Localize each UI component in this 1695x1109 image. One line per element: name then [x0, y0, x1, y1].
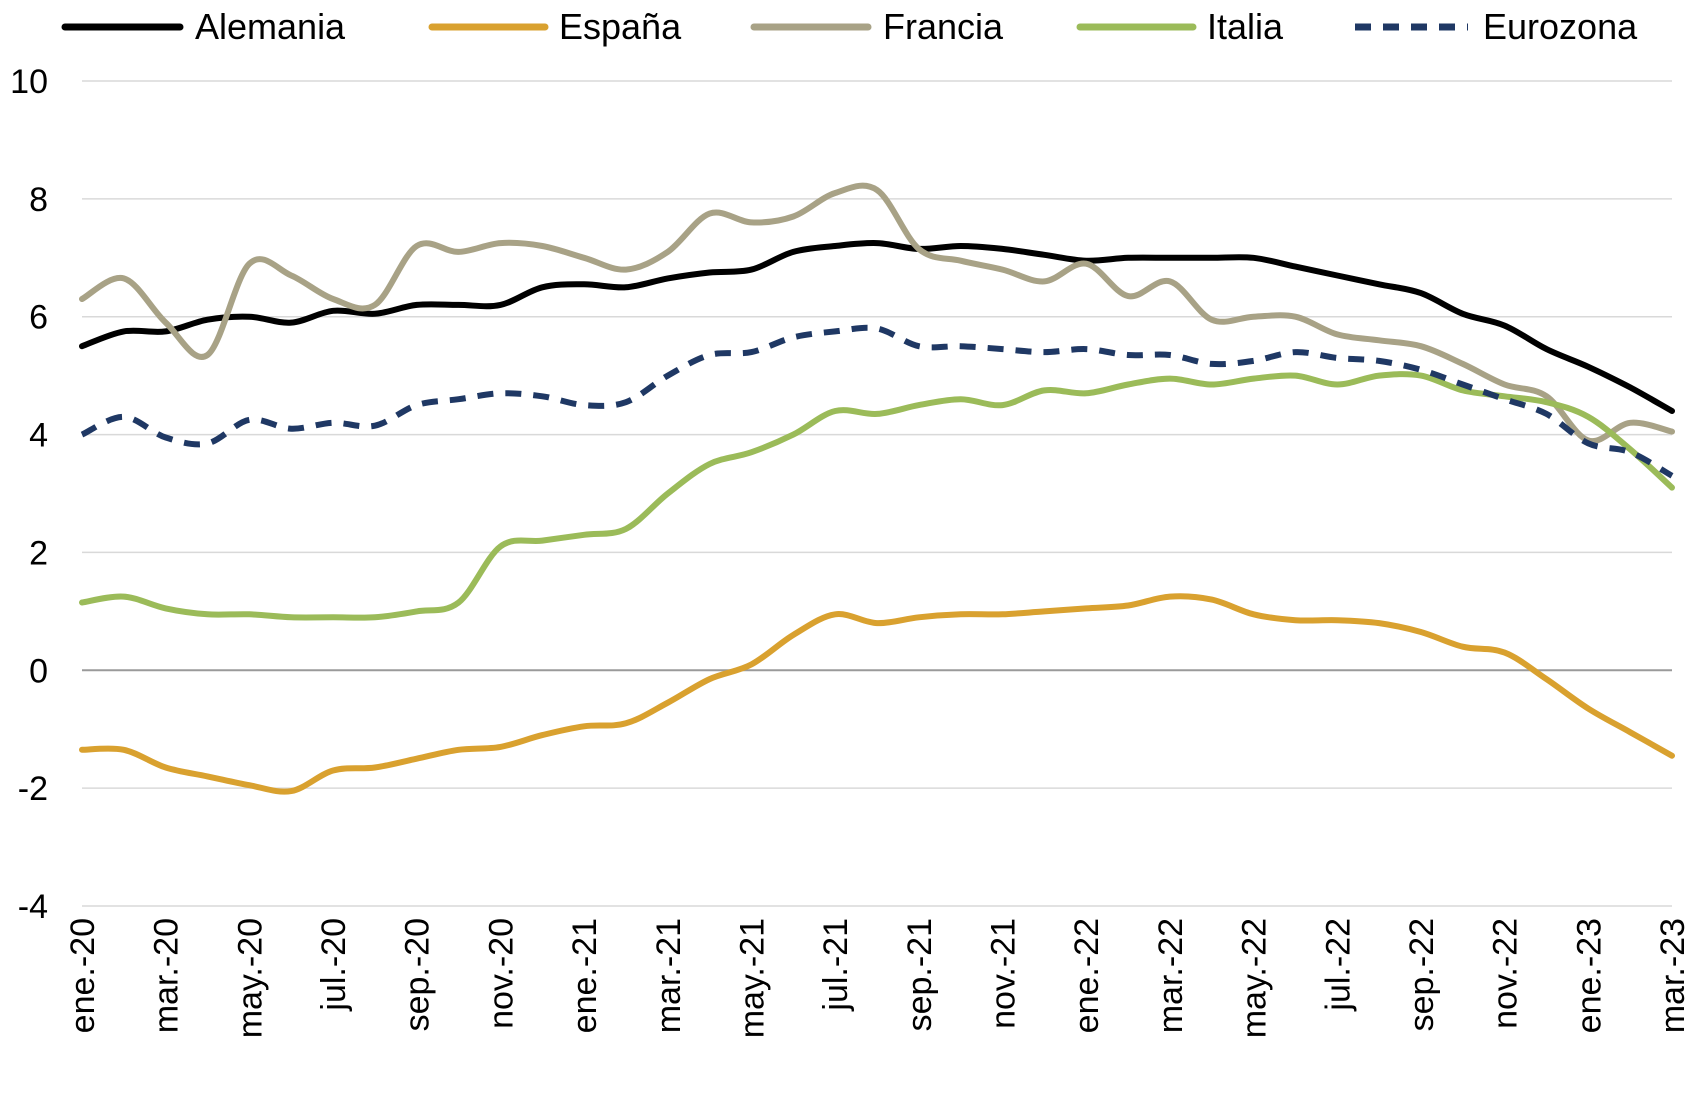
plot-area: [79, 182, 1675, 795]
x-tick-label: sep.-22: [1403, 918, 1441, 1031]
x-tick-label: ene.-20: [64, 918, 102, 1033]
legend-label-españa: España: [559, 6, 682, 47]
x-tick-label: nov.-22: [1487, 918, 1525, 1029]
x-tick-label: may.-21: [733, 918, 771, 1038]
y-axis: -4 -2 0 2 4 6 8 10: [10, 63, 48, 926]
y-tick-label: 8: [29, 181, 48, 219]
y-tick-label: 6: [29, 299, 48, 337]
y-tick-label: 2: [29, 534, 48, 572]
x-tick-label: mar.-22: [1152, 918, 1190, 1033]
series-line-italia: [79, 371, 1675, 621]
series-line-españa: [79, 593, 1675, 795]
y-tick-label: -4: [18, 888, 48, 926]
series-line-eurozona: [80, 324, 1674, 479]
x-tick-label: jul.-22: [1319, 918, 1357, 1012]
x-tick-label: ene.-21: [566, 918, 604, 1033]
x-tick-label: ene.-23: [1570, 918, 1608, 1033]
y-tick-label: 10: [10, 63, 48, 101]
y-tick-label: 0: [29, 652, 48, 690]
series-line-francia: [79, 182, 1675, 445]
y-tick-label: -2: [18, 770, 48, 808]
x-tick-label: nov.-21: [985, 918, 1023, 1029]
gridlines: [82, 80, 1672, 907]
x-tick-label: may.-20: [231, 918, 269, 1038]
x-tick-label: jul.-20: [315, 918, 353, 1012]
legend-label-alemania: Alemania: [195, 6, 346, 47]
y-tick-label: 4: [29, 417, 48, 455]
x-tick-label: ene.-22: [1068, 918, 1106, 1033]
x-tick-label: mar.-23: [1654, 918, 1692, 1033]
legend-label-italia: Italia: [1207, 6, 1284, 47]
x-tick-label: sep.-20: [399, 918, 437, 1031]
legend-label-eurozona: Eurozona: [1483, 6, 1638, 47]
x-tick-label: jul.-21: [817, 918, 855, 1012]
x-tick-label: may.-22: [1236, 918, 1274, 1038]
x-tick-label: mar.-20: [148, 918, 186, 1033]
x-tick-label: sep.-21: [901, 918, 939, 1031]
legend-label-francia: Francia: [883, 6, 1004, 47]
x-tick-label: nov.-20: [482, 918, 520, 1029]
legend: Alemania España Francia Italia Eurozona: [61, 6, 1638, 47]
series-line-alemania: [79, 240, 1675, 414]
x-tick-label: mar.-21: [650, 918, 688, 1033]
x-axis: ene.-20 mar.-20 may.-20 jul.-20 sep.-20 nov.-…: [64, 918, 1692, 1038]
